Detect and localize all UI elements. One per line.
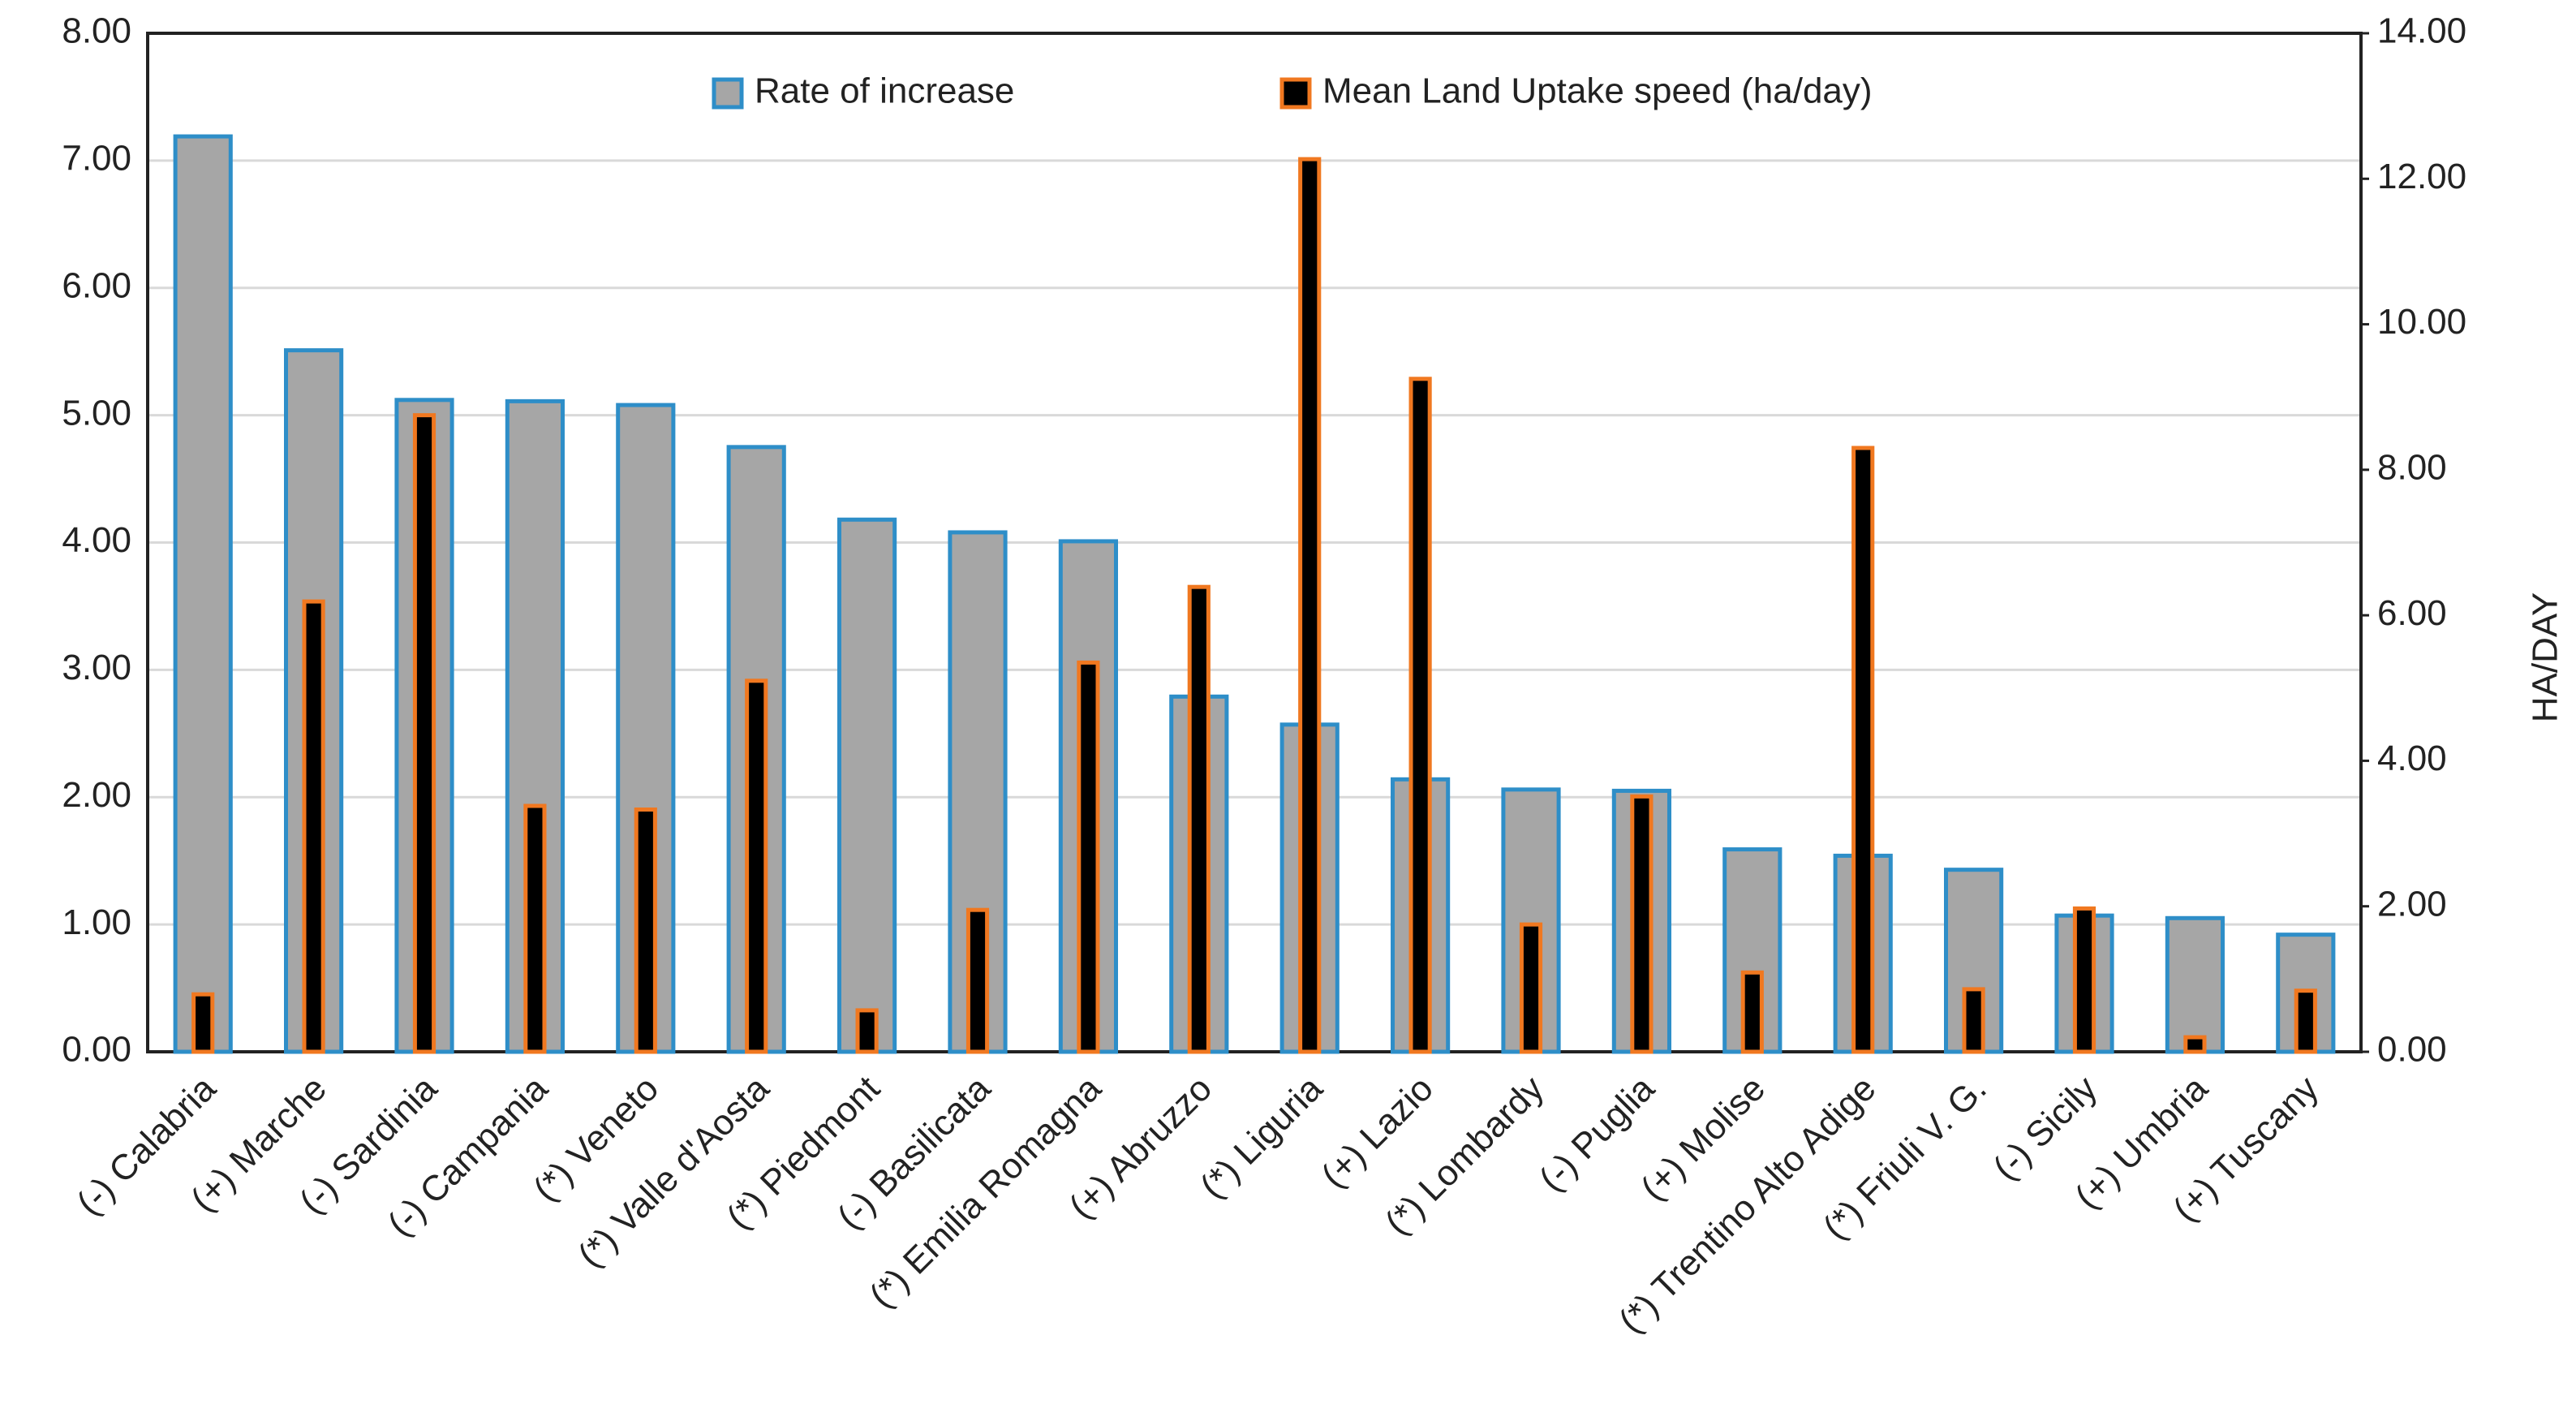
x-tick-label: (*) Valle d'Aosta	[570, 1068, 777, 1275]
legend-label: Rate of increase	[755, 71, 1014, 111]
plot-frame	[146, 32, 2363, 1053]
bar	[173, 134, 233, 1054]
bar	[855, 1008, 879, 1054]
x-tick-label: (*) Liguria	[1193, 1068, 1331, 1206]
y2-tick-label: 14.00	[2377, 11, 2466, 51]
bar	[1187, 584, 1211, 1054]
bar	[302, 599, 325, 1054]
y-tick-label: 0.00	[62, 1030, 131, 1070]
bar	[1077, 660, 1100, 1054]
y-tick-label: 6.00	[62, 265, 131, 305]
y2-tick-label: 6.00	[2377, 593, 2447, 633]
bar	[965, 907, 990, 1054]
bar	[1962, 987, 1985, 1054]
y-tick-label: 8.00	[62, 11, 131, 51]
y-tick-label: 5.00	[62, 393, 131, 433]
bar	[2072, 906, 2096, 1054]
bar	[2183, 1035, 2207, 1054]
bar	[745, 678, 768, 1054]
y2-tick-label: 4.00	[2377, 739, 2447, 778]
bar	[1851, 446, 1875, 1054]
y-tick-label: 1.00	[62, 902, 131, 942]
bar	[634, 807, 657, 1054]
bar	[837, 517, 897, 1054]
bar	[2165, 915, 2226, 1054]
bar	[1740, 970, 1764, 1054]
bar	[523, 803, 547, 1054]
bar	[2294, 988, 2317, 1054]
y2-tick-label: 2.00	[2377, 884, 2447, 924]
y2-axis-label: HA/DAY	[2526, 592, 2565, 723]
y2-tick-label: 10.00	[2377, 302, 2466, 342]
legend-label: Mean Land Uptake speed (ha/day)	[1322, 71, 1873, 111]
legend-swatch	[1279, 77, 1312, 110]
y-tick-label: 4.00	[62, 520, 131, 560]
y2-tick-label: 0.00	[2377, 1030, 2447, 1070]
y-tick-label: 3.00	[62, 648, 131, 687]
bar	[1630, 794, 1654, 1054]
bar	[1519, 922, 1543, 1054]
y-tick-label: 2.00	[62, 775, 131, 815]
bar	[1298, 157, 1322, 1054]
bar	[412, 413, 437, 1054]
y-tick-label: 7.00	[62, 139, 131, 179]
bar	[191, 992, 215, 1054]
y2-tick-label: 12.00	[2377, 157, 2466, 196]
y2-tick-label: 8.00	[2377, 447, 2447, 487]
bar	[1408, 377, 1432, 1054]
legend-swatch	[712, 77, 744, 110]
